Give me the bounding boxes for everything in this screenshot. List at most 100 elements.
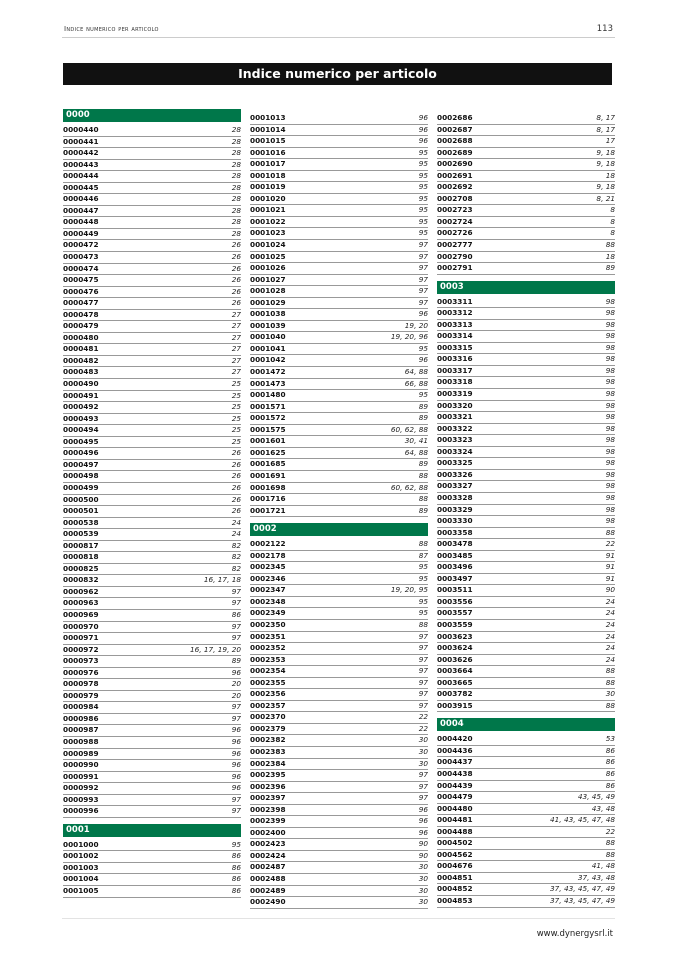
index-row: 0004676 41, 48	[437, 861, 615, 873]
index-row: 0002397 97	[250, 793, 428, 805]
page-references: 26	[231, 286, 241, 296]
page-references: 97	[418, 770, 428, 780]
page-references: 26	[231, 298, 241, 308]
article-code: 0000979	[63, 690, 99, 700]
page-references: 22	[418, 723, 428, 733]
article-code: 0001480	[250, 390, 286, 400]
index-row: 0001022 95	[250, 217, 428, 229]
page-references: 24	[605, 619, 615, 629]
article-code: 0000477	[63, 298, 99, 308]
index-row: 0002382 30	[250, 735, 428, 747]
article-code: 0001716	[250, 494, 286, 504]
article-code: 0002178	[250, 550, 286, 560]
article-code: 0000446	[63, 194, 99, 204]
index-row: 0001025 97	[250, 252, 428, 264]
article-code: 0002351	[250, 631, 286, 641]
page-references: 86	[605, 780, 615, 790]
index-row: 0002395 97	[250, 770, 428, 782]
article-code: 0004420	[437, 734, 473, 744]
index-row: 0002354 97	[250, 666, 428, 678]
article-code: 0001005	[63, 886, 99, 895]
page-references: 98	[605, 435, 615, 445]
index-row: 0000444 28	[63, 171, 241, 183]
article-code: 0003315	[437, 342, 473, 352]
index-row: 0001029 97	[250, 298, 428, 310]
page-references: 24	[605, 643, 615, 653]
article-code: 0002350	[250, 619, 286, 629]
index-row: 0001017 95	[250, 159, 428, 171]
page-references: 88	[605, 677, 615, 687]
index-row: 0000496 26	[63, 448, 241, 460]
article-code: 0002708	[437, 193, 473, 203]
page-references: 95	[418, 147, 428, 157]
article-code: 0002790	[437, 251, 473, 261]
page-references: 30	[418, 758, 428, 768]
article-code: 0002345	[250, 562, 286, 572]
article-code: 0000988	[63, 736, 99, 746]
page-references: 22	[605, 539, 615, 549]
index-row: 0002383 30	[250, 747, 428, 759]
article-code: 0000472	[63, 240, 99, 250]
page-references: 19, 20, 95	[390, 585, 428, 595]
index-row: 0003497 91	[437, 574, 615, 586]
index-row: 0003358 88	[437, 528, 615, 540]
article-code: 0003319	[437, 389, 473, 399]
article-code: 0004436	[437, 745, 473, 755]
index-row: 0000978 20	[63, 679, 241, 691]
index-row: 0002488 30	[250, 874, 428, 886]
page-references: 88	[605, 527, 615, 537]
index-row: 0001027 97	[250, 275, 428, 287]
index-row: 0004853 37, 43, 45, 47, 49	[437, 896, 615, 908]
page-references: 17	[605, 136, 615, 146]
article-code: 0000497	[63, 459, 99, 469]
index-row: 0001040 19, 20, 96	[250, 332, 428, 344]
index-row: 0003329 98	[437, 505, 615, 517]
page-references: 60, 62, 88	[390, 482, 428, 492]
index-row: 0002487 30	[250, 862, 428, 874]
article-code: 0000481	[63, 344, 99, 354]
index-row: 0003322 98	[437, 424, 615, 436]
page-references: 88	[418, 494, 428, 504]
index-row: 0001018 95	[250, 171, 428, 183]
index-row: 0000989 96	[63, 749, 241, 761]
article-code: 0001040	[250, 332, 286, 342]
article-code: 0000490	[63, 379, 99, 389]
page-references: 8	[610, 205, 615, 215]
index-row: 0001024 97	[250, 240, 428, 252]
index-row: 0000497 26	[63, 460, 241, 472]
index-row: 0000499 26	[63, 483, 241, 495]
index-row: 0004851 37, 43, 48	[437, 873, 615, 885]
page-references: 96	[418, 136, 428, 146]
article-code: 0000494	[63, 425, 99, 435]
page-references: 96	[418, 113, 428, 122]
index-row: 0001020 95	[250, 194, 428, 206]
article-code: 0000818	[63, 552, 99, 562]
article-code: 0002686	[437, 113, 473, 122]
article-code: 0003323	[437, 435, 473, 445]
article-code: 0000987	[63, 725, 99, 735]
index-row: 0002688 17	[437, 136, 615, 148]
article-code: 0004488	[437, 826, 473, 836]
page-references: 26	[231, 275, 241, 285]
page-references: 9, 18	[596, 147, 615, 157]
index-row: 0003315 98	[437, 343, 615, 355]
article-code: 0003329	[437, 504, 473, 514]
index-row: 0000441 28	[63, 137, 241, 149]
page-references: 98	[605, 481, 615, 491]
article-code: 0002370	[250, 712, 286, 722]
page-references: 88	[605, 838, 615, 848]
index-row: 0001480 95	[250, 390, 428, 402]
index-row: 0002396 97	[250, 782, 428, 794]
index-row: 0001716 88	[250, 494, 428, 506]
page-references: 8, 17	[596, 113, 615, 122]
article-code: 0003316	[437, 354, 473, 364]
section-header: 0003	[437, 280, 615, 294]
index-row: 0000440 28	[63, 125, 241, 137]
index-row: 0004438 86	[437, 769, 615, 781]
article-code: 0001572	[250, 413, 286, 423]
page-references: 86	[605, 757, 615, 767]
page-references: 97	[231, 806, 241, 816]
article-code: 0000445	[63, 182, 99, 192]
index-row: 0002398 96	[250, 805, 428, 817]
article-code: 0000498	[63, 471, 99, 481]
